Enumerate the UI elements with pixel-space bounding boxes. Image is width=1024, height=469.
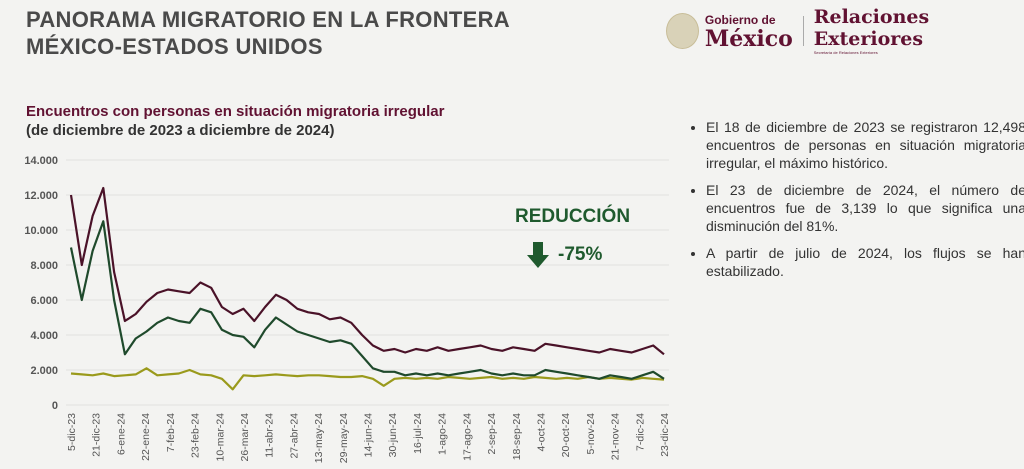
- y-tick-label: 14.000: [24, 155, 58, 167]
- x-tick-label: 1-ago-24: [437, 413, 449, 455]
- y-tick-label: 10.000: [24, 225, 58, 237]
- chart-title: Encuentros con personas en situación mig…: [26, 102, 444, 140]
- dept-name: Relaciones Exteriores: [813, 6, 930, 50]
- series-line-total: [69, 186, 665, 356]
- government-logo: Gobierno de México Relaciones Exteriores…: [666, 6, 1024, 55]
- x-tick-label: 7-feb-24: [165, 413, 177, 452]
- logo-line-2: México: [704, 25, 793, 52]
- x-tick-label: 30-jun-24: [387, 413, 399, 458]
- gobierno-de-mexico-logo: Gobierno de México: [705, 12, 793, 50]
- title-line-2: MÉXICO-ESTADOS UNIDOS: [26, 34, 323, 59]
- chart-subtitle: (de diciembre de 2023 a diciembre de 202…: [26, 122, 335, 139]
- x-tick-label: 7-dic-24: [634, 413, 646, 451]
- x-tick-label: 2-sep-24: [486, 413, 498, 455]
- x-tick-label: 20-oct-24: [560, 413, 572, 458]
- bullet-item: El 18 de diciembre de 2023 se registraro…: [706, 118, 1024, 172]
- x-tick-label: 21-dic-23: [91, 413, 103, 457]
- reduction-value: -75%: [558, 244, 603, 265]
- reduction-label: REDUCCIÓN: [515, 206, 631, 227]
- y-tick-label: 6.000: [30, 295, 58, 307]
- x-tick-label: 11-abr-24: [264, 413, 276, 458]
- x-tick-label: 6-ene-24: [115, 413, 127, 455]
- x-tick-label: 17-ago-24: [461, 413, 473, 461]
- x-tick-label: 21-nov-24: [610, 413, 622, 460]
- line-chart: 0 2.000 4.000 6.000 8.000 10.000 12.000 14.000 5…: [24, 155, 671, 463]
- series-line-serie-2: [69, 220, 665, 380]
- series-line-serie-3: [70, 367, 665, 391]
- summary-bullets: El 18 de diciembre de 2023 se registraro…: [688, 118, 1024, 289]
- x-tick-label: 13-may-24: [313, 413, 325, 463]
- logo-divider: [802, 15, 804, 46]
- bullet-item: El 23 de diciembre de 2024, el número de…: [706, 181, 1024, 235]
- x-tick-label: 23-feb-24: [190, 413, 202, 458]
- y-tick-label: 2.000: [30, 365, 58, 377]
- x-tick-label: 4-oct-24: [535, 413, 547, 452]
- x-tick-label: 22-ene-24: [140, 413, 152, 461]
- sre-logo: Relaciones Exteriores Secretaría de Rela…: [814, 6, 1024, 55]
- x-tick-label: 5-nov-24: [585, 413, 597, 455]
- x-tick-label: 26-mar-24: [239, 413, 251, 462]
- x-tick-label: 27-abr-24: [288, 413, 300, 459]
- x-tick-label: 16-jul-24: [412, 413, 424, 454]
- page-title: PANORAMA MIGRATORIO EN LA FRONTERA MÉXIC…: [26, 6, 510, 60]
- title-line-1: PANORAMA MIGRATORIO EN LA FRONTERA: [26, 7, 510, 32]
- y-tick-label: 4.000: [30, 330, 58, 342]
- y-tick-label: 8.000: [30, 260, 58, 272]
- national-seal-icon: [666, 12, 699, 49]
- y-tick-label: 0: [52, 400, 58, 412]
- bullet-item: A partir de julio de 2024, los flujos se…: [706, 244, 1024, 280]
- x-tick-label: 29-may-24: [338, 413, 350, 463]
- dept-subtitle: Secretaría de Relaciones Exteriores: [813, 50, 878, 55]
- logo-line-1: Gobierno de: [704, 12, 776, 27]
- x-tick-label: 5-dic-23: [66, 413, 78, 451]
- x-tick-label: 23-dic-24: [659, 413, 671, 457]
- x-tick-label: 18-sep-24: [511, 413, 523, 460]
- x-tick-label: 14-jun-24: [363, 413, 375, 458]
- down-arrow-icon: [527, 242, 549, 268]
- chart-title-text: Encuentros con personas en situación mig…: [26, 103, 445, 120]
- x-tick-label: 10-mar-24: [214, 413, 226, 462]
- y-tick-label: 12.000: [24, 190, 58, 202]
